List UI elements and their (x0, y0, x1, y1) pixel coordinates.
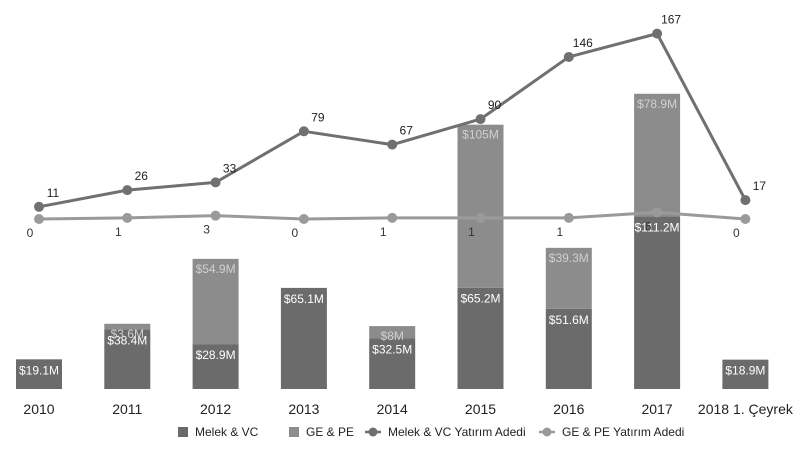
legend-swatch-melek-vc (178, 427, 188, 437)
x-tick-label-5: 2015 (465, 401, 496, 417)
bar-label-melek-vc-2: $28.9M (196, 348, 236, 362)
point-label-ge-pe-count-1: 1 (115, 225, 122, 239)
x-axis: 2010 2011 2012 2013 2014 2015 2016 2017 2018 1. … (23, 401, 793, 417)
bar-label-melek-vc-7: $111.2M (635, 220, 680, 234)
point-label-ge-pe-count-3: 0 (292, 226, 299, 240)
point-label-ge-pe-count-0: 0 (27, 226, 34, 240)
bar-melek-vc-6 (545, 308, 592, 389)
point-melek-vc-count-1 (122, 185, 133, 196)
point-ge-pe-count-7 (652, 207, 663, 218)
bar-ge-pe-2 (192, 258, 239, 345)
point-ge-pe-count-3 (298, 214, 309, 224)
bar-ge-pe-6 (545, 247, 592, 309)
x-tick-label-2: 2012 (200, 401, 231, 417)
bar-label-melek-vc-0: $19.1M (19, 363, 59, 377)
bar-label-ge-pe-1: $3.6M (111, 327, 144, 341)
point-label-ge-pe-count-5: 1 (468, 225, 475, 239)
bar-melek-vc-7 (634, 216, 681, 389)
point-label-melek-vc-count-6: 146 (573, 36, 593, 50)
point-ge-pe-count-0 (34, 214, 44, 224)
point-ge-pe-count-4 (387, 212, 398, 223)
bar-label-ge-pe-4: $8M (381, 329, 404, 343)
x-tick-label-3: 2013 (288, 401, 319, 417)
x-tick-label-0: 2010 (23, 401, 54, 417)
bar-label-melek-vc-3: $65.1M (284, 292, 324, 306)
bar-melek-vc-2 (192, 344, 239, 389)
bar-melek-vc-3 (280, 287, 327, 389)
bar-label-layer: $19.1M $38.4M$3.6M $28.9M $54.9M $65.1M $32.5… (19, 97, 765, 378)
point-label-melek-vc-count-5: 90 (488, 98, 502, 112)
x-tick-label-7: 2017 (642, 401, 673, 417)
point-label-melek-vc-count-7: 167 (661, 13, 681, 27)
x-tick-label-1: 2011 (112, 401, 142, 417)
legend-marker-ge-pe-count (542, 427, 552, 437)
bar-label-ge-pe-5: $105M (462, 128, 499, 142)
point-label-melek-vc-count-4: 67 (400, 124, 414, 138)
point-label-melek-vc-count-3: 79 (311, 110, 325, 124)
point-label-ge-pe-count-2: 3 (203, 223, 210, 237)
point-ge-pe-count-1 (122, 212, 133, 223)
x-tick-label-8: 2018 1. Çeyrek (698, 401, 794, 417)
bar-label-melek-vc-1: $38.4M (107, 333, 147, 347)
point-label-ge-pe-count-6: 1 (556, 225, 563, 239)
point-layer (34, 28, 751, 224)
point-melek-vc-count-2 (210, 177, 221, 188)
point-label-melek-vc-count-2: 33 (223, 161, 237, 175)
legend-label-melek-vc-count: Melek & VC Yatırım Adedi (388, 425, 526, 439)
x-tick-label-4: 2014 (377, 401, 408, 417)
bar-melek-vc-1 (104, 329, 151, 389)
bar-ge-pe-5 (457, 124, 504, 288)
legend-label-ge-pe: GE & PE (306, 425, 354, 439)
bar-label-melek-vc-4: $32.5M (372, 343, 412, 357)
point-label-ge-pe-count-7: 6 (645, 219, 652, 233)
bar-label-ge-pe-7: $78.9M (637, 97, 677, 111)
bar-melek-vc-8 (722, 359, 769, 389)
bar-melek-vc-0 (16, 359, 62, 389)
bar-melek-vc-4 (369, 338, 416, 389)
point-label-melek-vc-count-0: 11 (47, 186, 60, 200)
point-label-melek-vc-count-1: 26 (135, 169, 149, 183)
point-melek-vc-count-5 (475, 114, 486, 125)
legend: Melek & VC GE & PE Melek & VC Yatırım Aded… (178, 425, 684, 439)
point-ge-pe-count-2 (210, 210, 221, 221)
point-label-ge-pe-count-8: 0 (733, 226, 740, 240)
bar-ge-pe-7 (634, 93, 681, 217)
bar-layer (16, 93, 769, 389)
bar-label-melek-vc-6: $51.6M (549, 313, 589, 327)
legend-marker-melek-vc-count (368, 427, 378, 437)
bar-ge-pe-1 (104, 323, 151, 330)
point-ge-pe-count-5 (475, 212, 486, 223)
bar-ge-pe-4 (369, 326, 416, 339)
point-melek-vc-count-0 (34, 201, 44, 212)
point-ge-pe-count-8 (740, 214, 751, 224)
bar-label-melek-vc-8: $18.9M (725, 364, 765, 378)
legend-label-ge-pe-count: GE & PE Yatırım Adedi (562, 425, 684, 439)
point-melek-vc-count-4 (387, 139, 398, 150)
point-melek-vc-count-3 (298, 126, 309, 137)
x-tick-label-6: 2016 (553, 401, 584, 417)
point-ge-pe-count-6 (563, 212, 574, 223)
point-label-melek-vc-count-8: 17 (753, 179, 767, 193)
legend-swatch-ge-pe (289, 427, 299, 437)
point-melek-vc-count-8 (740, 195, 751, 206)
legend-label-melek-vc: Melek & VC (195, 425, 259, 439)
bar-label-ge-pe-6: $39.3M (549, 251, 589, 265)
bar-label-ge-pe-2: $54.9M (196, 262, 236, 276)
bar-melek-vc-5 (457, 287, 504, 389)
point-melek-vc-count-6 (563, 51, 574, 62)
bar-label-melek-vc-5: $65.2M (460, 292, 500, 306)
point-label-ge-pe-count-4: 1 (380, 225, 387, 239)
point-melek-vc-count-7 (652, 28, 663, 39)
